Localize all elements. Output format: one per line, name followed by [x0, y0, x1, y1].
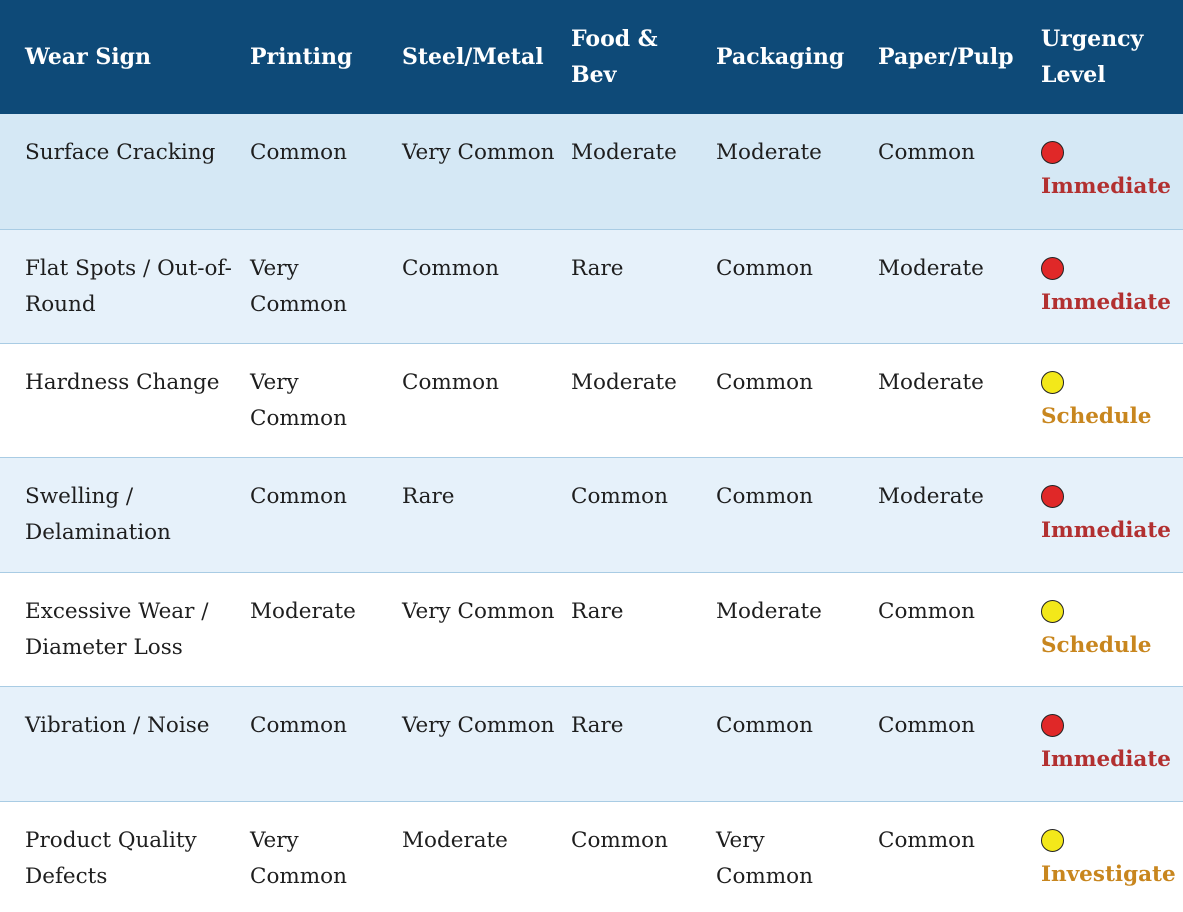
food-bev-cell: Common	[571, 484, 668, 509]
packaging-cell: Common	[716, 484, 813, 509]
wear-sign-cell: Vibration / Noise	[25, 713, 210, 738]
paper-pulp-cell: Moderate	[878, 256, 984, 281]
paper-pulp-cell: Common	[878, 828, 975, 853]
table-row: Product Quality Defects Very Common Modera…	[0, 801, 1183, 912]
printing-cell: Common	[250, 713, 347, 738]
urgency-label: Investigate	[1041, 862, 1176, 887]
table-header: Wear Sign Printing Steel/Metal Food & Be…	[0, 0, 1183, 114]
packaging-cell: Moderate	[716, 599, 822, 624]
header-food-bev: Food & Bev	[571, 26, 658, 88]
header-urgency-level: Urgency Level	[1041, 26, 1144, 88]
printing-cell: Very Common	[250, 370, 347, 431]
steel-metal-cell: Very Common	[402, 140, 555, 165]
yellow-circle-icon	[1041, 600, 1064, 623]
header-paper-pulp: Paper/Pulp	[878, 44, 1014, 70]
paper-pulp-cell: Common	[878, 713, 975, 738]
paper-pulp-cell: Moderate	[878, 370, 984, 395]
urgency-cell: Immediate	[1041, 134, 1181, 205]
printing-cell: Common	[250, 484, 347, 509]
urgency-label: Schedule	[1041, 404, 1152, 429]
yellow-circle-icon	[1041, 371, 1064, 394]
urgency-label: Immediate	[1041, 290, 1171, 315]
urgency-cell: Schedule	[1041, 593, 1181, 664]
header-printing: Printing	[250, 44, 353, 70]
food-bev-cell: Common	[571, 828, 668, 853]
packaging-cell: Common	[716, 713, 813, 738]
food-bev-cell: Rare	[571, 713, 624, 738]
wear-sign-cell: Hardness Change	[25, 370, 220, 395]
table-row: Hardness Change Very Common Common Moderate…	[0, 343, 1183, 457]
urgency-label: Immediate	[1041, 747, 1171, 772]
table-row: Surface Cracking Common Very Common Moderat…	[0, 114, 1183, 229]
wear-sign-cell: Flat Spots / Out-of-Round	[25, 256, 232, 317]
urgency-cell: Immediate	[1041, 478, 1181, 549]
packaging-cell: Moderate	[716, 140, 822, 165]
food-bev-cell: Moderate	[571, 140, 677, 165]
steel-metal-cell: Very Common	[402, 713, 555, 738]
urgency-cell: Schedule	[1041, 364, 1181, 435]
paper-pulp-cell: Common	[878, 599, 975, 624]
table-row: Swelling / Delamination Common Rare Common C…	[0, 457, 1183, 572]
packaging-cell: Common	[716, 256, 813, 281]
table-row: Vibration / Noise Common Very Common Rare Co…	[0, 686, 1183, 801]
packaging-cell: Very Common	[716, 828, 813, 889]
yellow-circle-icon	[1041, 829, 1064, 852]
red-circle-icon	[1041, 714, 1064, 737]
food-bev-cell: Rare	[571, 599, 624, 624]
steel-metal-cell: Moderate	[402, 828, 508, 853]
printing-cell: Common	[250, 140, 347, 165]
red-circle-icon	[1041, 485, 1064, 508]
packaging-cell: Common	[716, 370, 813, 395]
steel-metal-cell: Common	[402, 370, 499, 395]
urgency-cell: Immediate	[1041, 707, 1181, 778]
paper-pulp-cell: Moderate	[878, 484, 984, 509]
printing-cell: Moderate	[250, 599, 356, 624]
wear-sign-cell: Product Quality Defects	[25, 828, 197, 889]
urgency-cell: Investigate	[1041, 822, 1181, 893]
wear-sign-cell: Swelling / Delamination	[25, 484, 171, 545]
steel-metal-cell: Common	[402, 256, 499, 281]
header-packaging: Packaging	[716, 44, 845, 70]
food-bev-cell: Moderate	[571, 370, 677, 395]
header-wear-sign: Wear Sign	[25, 44, 152, 70]
table-row: Flat Spots / Out-of-Round Very Common Comm…	[0, 229, 1183, 343]
table-row: Excessive Wear / Diameter Loss Moderate Ve…	[0, 572, 1183, 686]
wear-sign-cell: Surface Cracking	[25, 140, 216, 165]
urgency-label: Immediate	[1041, 174, 1171, 199]
steel-metal-cell: Rare	[402, 484, 455, 509]
red-circle-icon	[1041, 257, 1064, 280]
paper-pulp-cell: Common	[878, 140, 975, 165]
urgency-cell: Immediate	[1041, 250, 1181, 321]
header-steel-metal: Steel/Metal	[402, 44, 544, 70]
urgency-label: Immediate	[1041, 518, 1171, 543]
printing-cell: Very Common	[250, 828, 347, 889]
steel-metal-cell: Very Common	[402, 599, 555, 624]
food-bev-cell: Rare	[571, 256, 624, 281]
red-circle-icon	[1041, 141, 1064, 164]
wear-sign-cell: Excessive Wear / Diameter Loss	[25, 599, 209, 660]
printing-cell: Very Common	[250, 256, 347, 317]
urgency-label: Schedule	[1041, 633, 1152, 658]
